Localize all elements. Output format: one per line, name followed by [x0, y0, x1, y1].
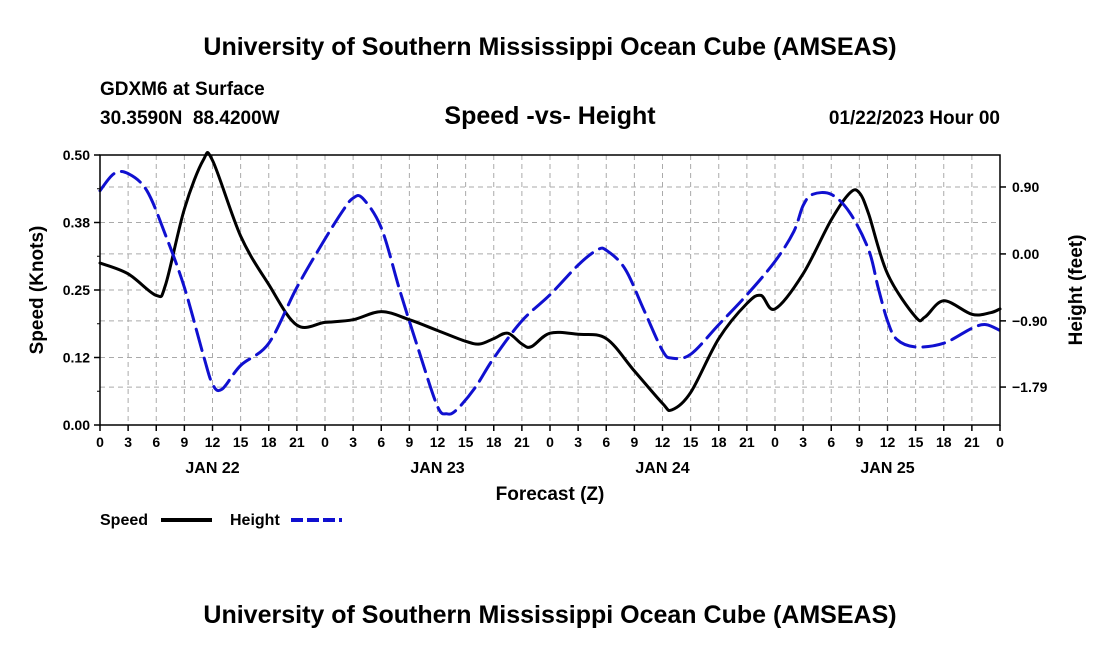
x-tick-label: 0	[96, 434, 104, 450]
legend-speed-label: Speed	[100, 512, 148, 529]
x-tick-label: 3	[124, 434, 132, 450]
footer-title: University of Southern Mississippi Ocean…	[203, 601, 896, 629]
x-tick-label: 6	[602, 434, 610, 450]
y-axis-label: Speed (Knots)	[27, 226, 48, 355]
x-tick-label: 3	[799, 434, 807, 450]
date-tick-label: JAN 22	[185, 460, 239, 477]
x-tick-label: 18	[936, 434, 952, 450]
x-tick-label: 12	[205, 434, 221, 450]
coordinates-label: 30.3590N 88.4200W	[100, 108, 280, 129]
y-tick-label: 0.00	[63, 417, 90, 433]
y2-axis-label: Height (feet)	[1066, 235, 1087, 346]
chart-title: University of Southern Mississippi Ocean…	[203, 33, 896, 61]
legend-height-label: Height	[230, 512, 280, 529]
x-tick-label: 6	[377, 434, 385, 450]
x-tick-label: 21	[964, 434, 980, 450]
x-tick-label: 3	[349, 434, 357, 450]
series-layer	[98, 151, 1002, 416]
x-tick-label: 18	[711, 434, 727, 450]
axes: 0 3 6 9 12 15 18 21 0 3 6 9 12 15 18 21 0 3 6 9 12 15 18 21 0 3 6 9…	[63, 147, 1048, 477]
date-tick-label: JAN 23	[410, 460, 464, 477]
x-tick-label: 15	[458, 434, 474, 450]
x-tick-label: 0	[321, 434, 329, 450]
x-tick-label: 9	[180, 434, 188, 450]
x-tick-label: 12	[655, 434, 671, 450]
x-tick-label: 3	[574, 434, 582, 450]
x-tick-label: 0	[771, 434, 779, 450]
plot-title: Speed -vs- Height	[444, 102, 656, 130]
date-label: 01/22/2023 Hour 00	[829, 108, 1000, 129]
y2-tick-label: −0.90	[1012, 313, 1048, 329]
x-tick-label: 6	[152, 434, 160, 450]
x-tick-label: 0	[546, 434, 554, 450]
date-tick-label: JAN 25	[860, 460, 914, 477]
x-tick-label: 15	[233, 434, 249, 450]
x-tick-label: 18	[486, 434, 502, 450]
y2-tick-label: 0.90	[1012, 179, 1039, 195]
x-tick-label: 0	[996, 434, 1004, 450]
y-tick-label: 0.25	[63, 282, 90, 298]
y2-tick-label: 0.00	[1012, 246, 1039, 262]
x-tick-label: 9	[405, 434, 413, 450]
series-line-speed	[98, 151, 1002, 413]
x-tick-label: 15	[908, 434, 924, 450]
y-tick-label: 0.12	[63, 350, 90, 366]
x-tick-label: 21	[514, 434, 530, 450]
legend: Speed Height	[100, 512, 342, 529]
x-tick-label: 9	[630, 434, 638, 450]
x-tick-label: 12	[430, 434, 446, 450]
date-tick-label: JAN 24	[635, 460, 689, 477]
y2-tick-label: −1.79	[1012, 379, 1048, 395]
x-tick-label: 12	[880, 434, 896, 450]
grid-lines	[100, 155, 1000, 425]
x-tick-label: 15	[683, 434, 699, 450]
x-tick-label: 18	[261, 434, 277, 450]
x-tick-label: 21	[289, 434, 305, 450]
y-tick-label: 0.50	[63, 147, 90, 163]
x-tick-label: 6	[827, 434, 835, 450]
x-axis-label: Forecast (Z)	[496, 484, 605, 505]
x-tick-label: 9	[855, 434, 863, 450]
x-tick-label: 21	[739, 434, 755, 450]
y-tick-label: 0.38	[63, 215, 90, 231]
series-line-height	[98, 169, 1002, 416]
station-label: GDXM6 at Surface	[100, 79, 265, 100]
